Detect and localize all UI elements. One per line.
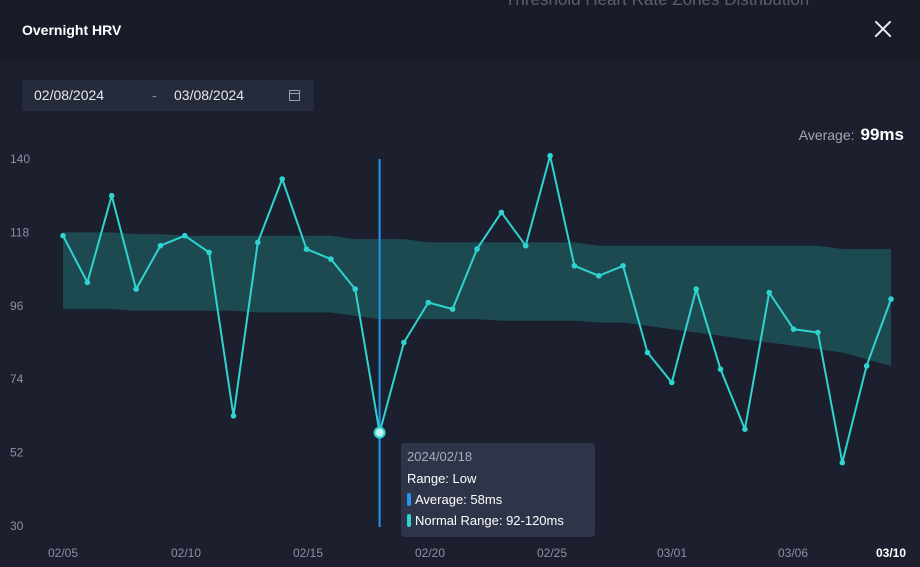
selected-data-point	[373, 426, 386, 439]
data-point	[644, 349, 651, 356]
y-tick-label: 30	[10, 519, 24, 533]
x-tick-label: 03/01	[657, 546, 687, 560]
x-axis: 02/05 02/10 02/15 02/20 02/25 03/01 03/06 03/10	[48, 546, 906, 560]
data-point	[693, 286, 699, 292]
y-tick-label: 52	[10, 446, 24, 460]
data-point	[230, 413, 237, 419]
y-tick-label: 118	[10, 225, 29, 239]
data-point	[790, 326, 797, 333]
tooltip-range-label: Range:	[407, 471, 449, 486]
data-tooltip: 2024/02/18 Range: Low Average: 58ms Norm…	[401, 443, 595, 537]
tooltip-range-value: Low	[452, 471, 477, 486]
tooltip-average: Average: 58ms	[407, 492, 502, 507]
tooltip-range: Range: Low	[407, 471, 476, 486]
average-summary: Average: 99ms	[799, 125, 904, 145]
normal-range-swatch-icon	[407, 514, 411, 527]
background-window-title: Threshold Heart Rate Zones Distribution	[505, 0, 809, 10]
data-point	[547, 152, 553, 159]
tooltip-average-value: 58ms	[470, 492, 503, 507]
data-point	[108, 192, 115, 199]
data-point	[352, 286, 359, 292]
data-point	[839, 459, 846, 466]
data-point	[888, 296, 894, 302]
data-point	[182, 232, 188, 239]
tooltip-date: 2024/02/18	[407, 449, 473, 464]
y-tick-label: 74	[10, 372, 24, 386]
data-point	[669, 379, 675, 386]
y-axis: 140 118 96 74 52 30	[10, 152, 30, 533]
data-point	[571, 263, 578, 269]
data-point	[84, 279, 91, 286]
data-point	[815, 329, 821, 336]
tooltip-normal-label: Normal Range:	[415, 513, 503, 528]
data-point	[717, 366, 724, 373]
y-tick-label: 96	[10, 299, 24, 313]
x-tick-label: 03/10	[876, 546, 906, 560]
calendar-icon[interactable]	[289, 90, 300, 101]
hrv-series-layer	[60, 152, 894, 466]
x-tick-label: 02/10	[171, 546, 201, 560]
data-point	[766, 289, 772, 296]
data-point	[303, 246, 310, 252]
data-point	[522, 242, 529, 249]
average-label: Average:	[798, 127, 855, 143]
start-date[interactable]: 02/08/2024	[34, 87, 105, 103]
data-point	[742, 426, 748, 433]
x-tick-label: 02/15	[293, 546, 323, 560]
data-point	[498, 209, 505, 216]
data-point	[474, 246, 480, 252]
data-point	[206, 249, 212, 256]
header-bar: Threshold Heart Rate Zones Distribution …	[0, 0, 920, 62]
data-point	[328, 256, 334, 262]
tooltip-normal-range: Normal Range: 92-120ms	[407, 513, 564, 528]
data-point	[620, 263, 626, 269]
data-point	[863, 363, 870, 369]
y-tick-label: 140	[10, 152, 30, 166]
data-point	[254, 239, 261, 246]
data-point	[401, 339, 407, 346]
date-separator: -	[152, 87, 157, 103]
normal-range-band-layer	[63, 232, 891, 366]
tooltip-normal-value: 92-120ms	[506, 513, 564, 528]
data-point	[596, 273, 602, 279]
date-range-picker[interactable]: 02/08/2024 - 03/08/2024	[22, 80, 314, 111]
average-swatch-icon	[407, 493, 411, 506]
data-point	[60, 232, 66, 239]
average-value: 99ms	[860, 125, 904, 144]
data-point	[279, 176, 286, 182]
data-point	[449, 306, 456, 312]
data-point	[133, 286, 139, 292]
data-point	[157, 242, 164, 249]
x-tick-label: 02/05	[48, 546, 78, 560]
normal-range-band	[63, 232, 891, 366]
x-tick-label: 02/25	[537, 546, 567, 560]
tooltip-average-label: Average:	[415, 492, 467, 507]
data-point	[425, 299, 432, 306]
x-tick-label: 02/20	[415, 546, 445, 560]
end-date[interactable]: 03/08/2024	[174, 87, 245, 103]
x-tick-label: 03/06	[778, 546, 808, 560]
dialog-title: Overnight HRV	[22, 22, 122, 38]
